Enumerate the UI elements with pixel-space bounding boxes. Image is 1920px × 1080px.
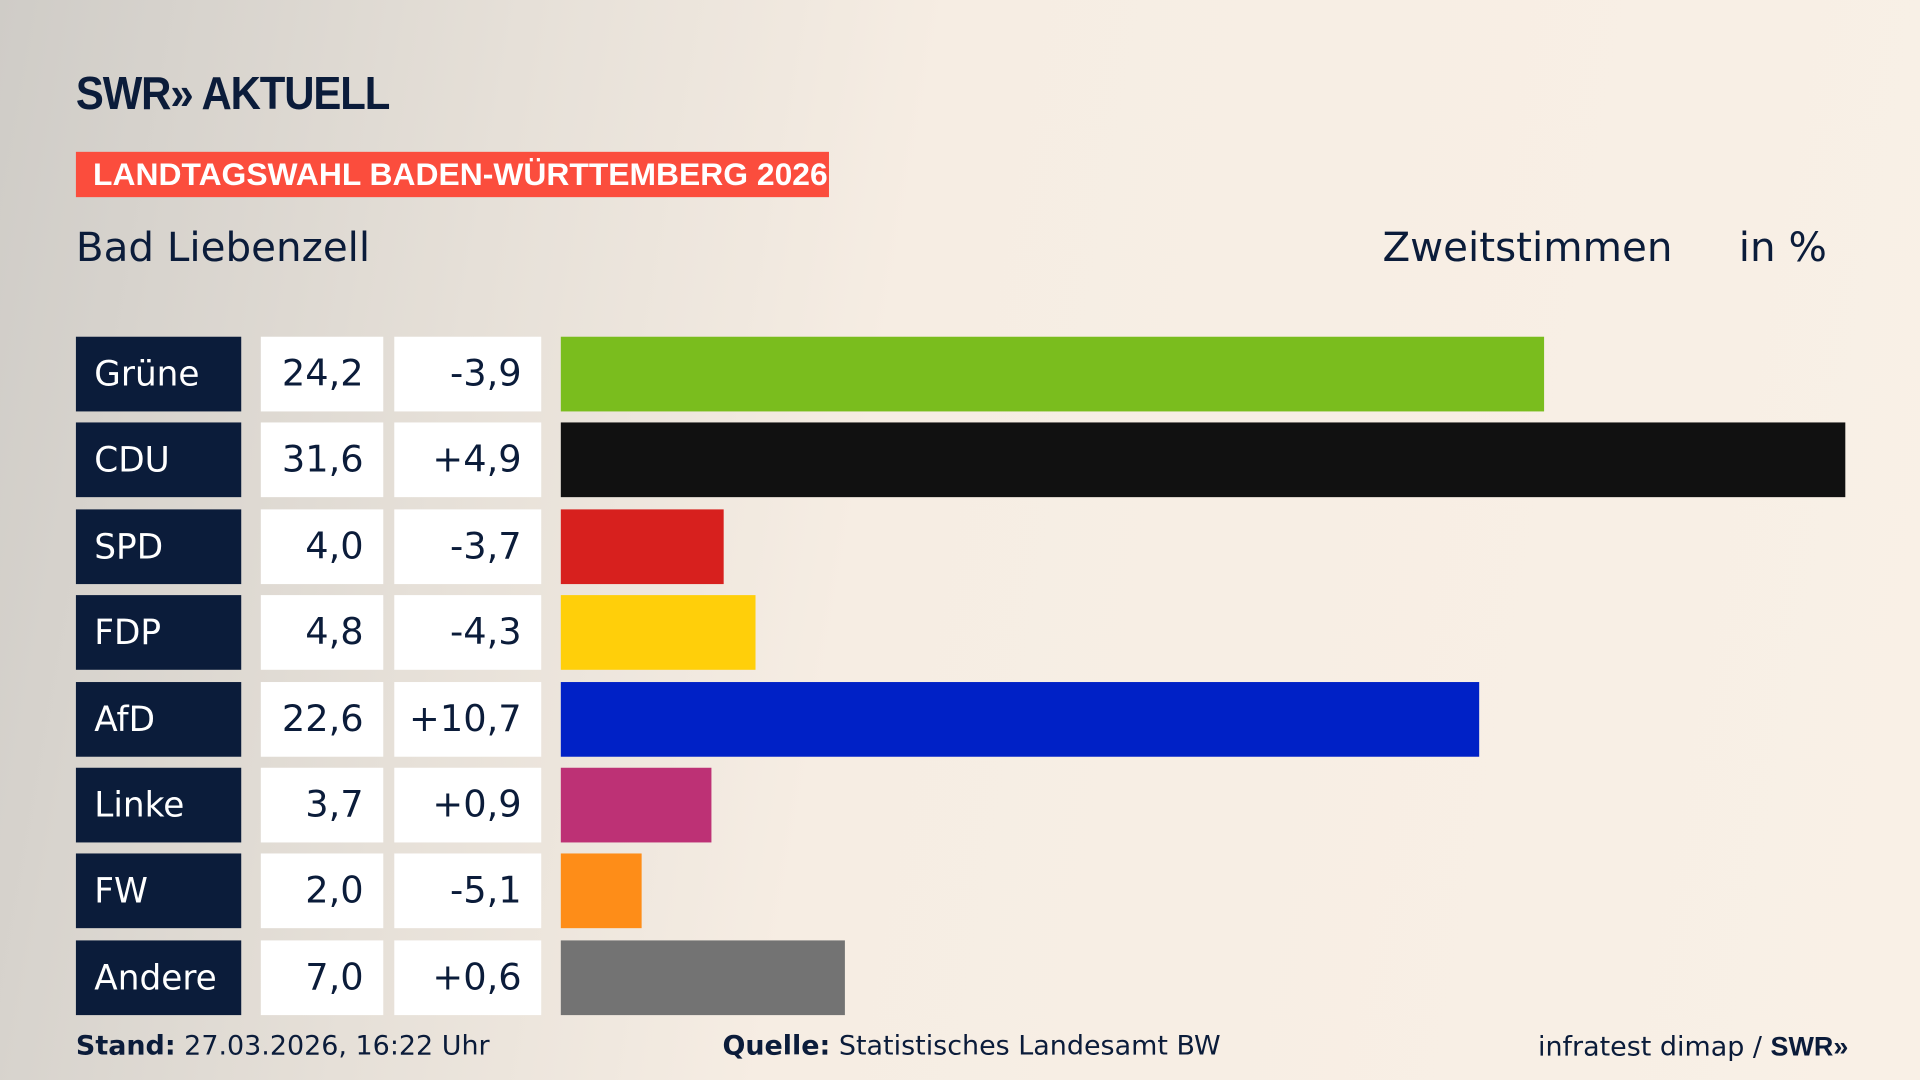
swr-aktuell-logo: SWR» AKTUELL [75,68,390,121]
source-label: Quelle: [722,1031,831,1062]
bar [560,509,724,584]
bar [560,422,1846,498]
bar [560,681,1480,757]
bar [560,595,756,671]
diff-label: -5,1 [394,853,542,929]
measure-label: Zweitstimmen [1382,222,1673,271]
value-label: 7,0 [260,940,384,1015]
credit-text: infratest dimap / [1537,1032,1771,1063]
diff-label: +10,7 [394,681,542,757]
source-value: Statistisches Landesamt BW [830,1031,1221,1062]
bar [560,853,643,929]
diff-label: +0,6 [394,940,542,1015]
unit-label: in % [1738,222,1827,271]
election-banner: LANDTAGSWAHL BADEN-WÜRTTEMBERG 2026 [75,151,829,198]
party-label: SPD [75,509,242,584]
value-label: 31,6 [260,422,384,498]
place-title: Bad Liebenzell [75,222,371,271]
diff-label: -3,7 [394,509,542,584]
party-label: FW [75,853,242,929]
party-label: Grüne [75,336,242,412]
value-label: 4,0 [260,509,384,584]
diff-label: +4,9 [394,422,542,498]
timestamp: Stand: 27.03.2026, 16:22 Uhr [76,1031,490,1062]
bar [560,767,712,843]
swr-logo: SWR» [1770,1031,1849,1062]
party-label: CDU [75,422,242,498]
value-label: 2,0 [260,853,384,929]
party-label: Andere [75,940,242,1015]
bar [560,336,1545,412]
diff-label: -3,9 [394,336,542,412]
diff-label: +0,9 [394,767,542,843]
value-label: 3,7 [260,767,384,843]
bar [560,940,846,1015]
stand-value: 27.03.2026, 16:22 Uhr [175,1031,490,1062]
value-label: 22,6 [260,681,384,757]
party-label: FDP [75,595,242,671]
diff-label: -4,3 [394,595,542,671]
credit: infratest dimap / SWR» [1538,1031,1848,1063]
party-label: AfD [75,681,242,757]
stand-label: Stand: [75,1031,176,1062]
value-label: 4,8 [260,595,384,671]
party-label: Linke [75,767,242,843]
source: Quelle: Statistisches Landesamt BW [722,1031,1220,1062]
value-label: 24,2 [260,336,384,412]
